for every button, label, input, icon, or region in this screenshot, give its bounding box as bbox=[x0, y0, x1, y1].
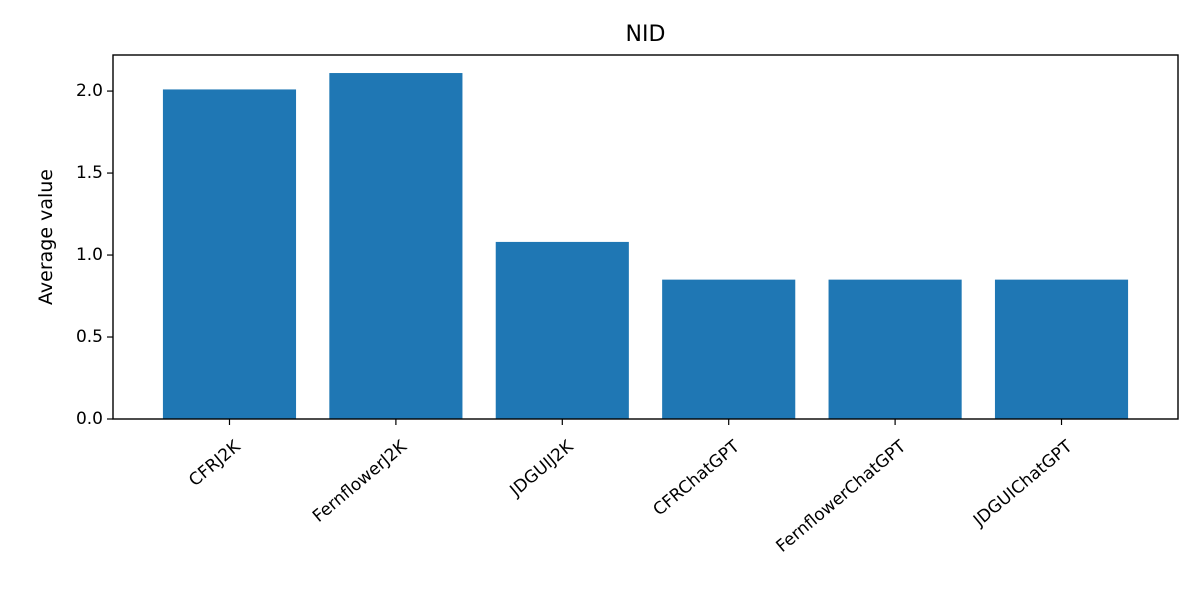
x-axis: CFRJ2K FernflowerJ2K JDGUIJ2K CFRChatGPT Fer… bbox=[185, 419, 1077, 557]
y-tick-label: 1.0 bbox=[76, 245, 103, 265]
x-tick-label: FernflowerChatGPT bbox=[772, 436, 910, 556]
y-axis: 0.0 0.5 1.0 1.5 2.0 bbox=[76, 81, 113, 429]
bar-cfrj2k bbox=[162, 89, 297, 419]
bars bbox=[162, 73, 1129, 419]
bar-fernflowerchatgpt bbox=[828, 279, 962, 419]
x-tick-label: FernflowerJ2K bbox=[309, 436, 412, 527]
y-tick-label: 1.5 bbox=[76, 163, 103, 183]
y-tick-label: 2.0 bbox=[76, 81, 103, 101]
bar-jdguij2k bbox=[495, 241, 629, 419]
y-tick-label: 0.0 bbox=[76, 409, 103, 429]
x-tick-label: CFRChatGPT bbox=[649, 436, 744, 520]
bar-cfrchatgpt bbox=[662, 279, 796, 419]
x-tick-label: JDGUIJ2K bbox=[506, 436, 578, 501]
x-tick-label: CFRJ2K bbox=[185, 436, 245, 491]
bar-fernflowerj2k bbox=[329, 73, 463, 419]
y-axis-label: Average value bbox=[35, 169, 57, 305]
x-tick-label: JDGUIChatGPT bbox=[969, 436, 1077, 531]
plot-frame bbox=[112, 54, 1179, 420]
bar-jdguichatgpt bbox=[994, 279, 1129, 419]
y-tick-label: 0.5 bbox=[76, 327, 103, 347]
chart-title: NID bbox=[626, 22, 666, 47]
